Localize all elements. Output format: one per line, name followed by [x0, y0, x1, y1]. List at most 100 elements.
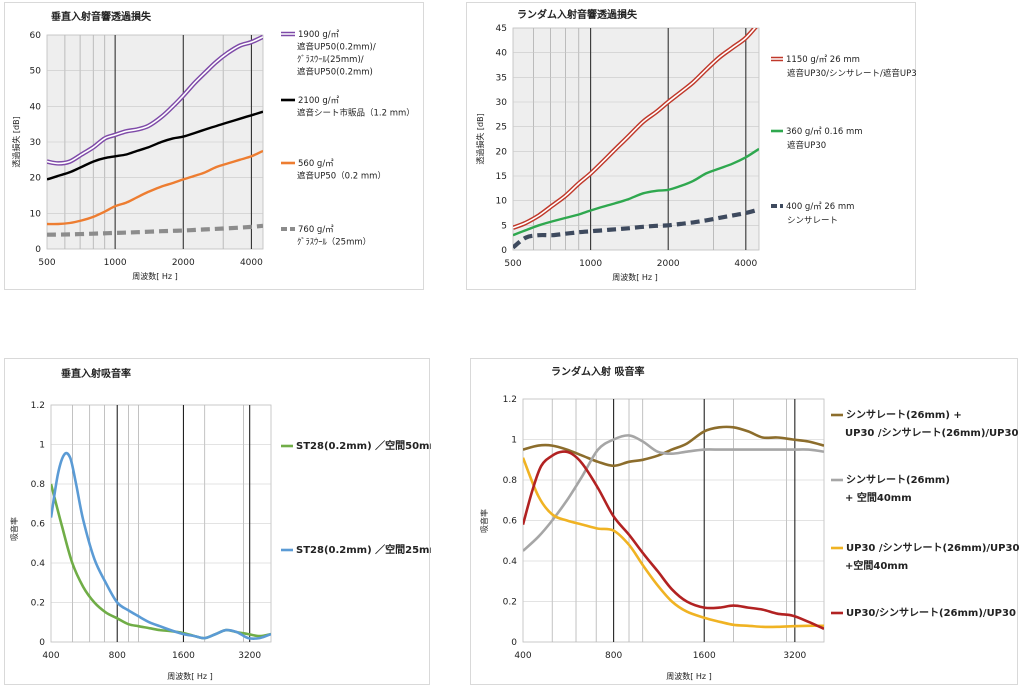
series-line-4: [523, 450, 824, 630]
series-stroke-inner: [513, 28, 756, 229]
y-axis-label: 透過損失 [dB]: [475, 113, 485, 164]
legend-label: ｸﾞﾗｽｳｰﾙ(25mm)/: [297, 55, 364, 65]
x-tick-label: 1000: [579, 259, 602, 269]
legend-label: 遮音シート市販品（1.2 mm）: [297, 108, 415, 119]
legend-label: UP30 /シンサレート(26mm)/UP30: [845, 427, 1018, 439]
legend-label: シンサレート(26mm): [846, 474, 950, 486]
legend-label: 760 g/㎡: [298, 225, 334, 235]
y-tick-label: 0: [501, 246, 507, 256]
x-tick-label: 1600: [693, 651, 716, 661]
y-tick-label: 20: [496, 147, 508, 157]
x-tick-label: 500: [38, 258, 55, 268]
series-stroke: [513, 207, 759, 250]
legend-label: シンサレート: [787, 216, 838, 226]
x-tick-label: 1000: [104, 258, 127, 268]
series-stroke: [523, 425, 824, 468]
legend-entry-3: 400 g/㎡ 26 mm シンサレート: [771, 202, 854, 226]
x-tick-label: 1600: [172, 651, 195, 661]
series-line-3: [523, 457, 824, 629]
y-tick-label: 0.8: [503, 476, 518, 486]
x-tick-label: 500: [504, 259, 521, 269]
legend-entry-2: 360 g/㎡ 0.16 mm 遮音UP30: [771, 127, 863, 151]
x-tick-label: 4000: [734, 259, 757, 269]
y-tick-label: 0.2: [503, 598, 517, 608]
series-stroke: [523, 457, 824, 629]
x-tick-label: 800: [605, 651, 622, 661]
y-tick-label: 0.6: [31, 520, 46, 530]
x-tick-label: 800: [109, 651, 126, 661]
series-stroke: [523, 434, 824, 552]
y-tick-label: 1.2: [31, 401, 45, 411]
series-line-2: [513, 147, 759, 237]
series-line-2: [523, 434, 824, 552]
legend-label: 遮音UP50(0.2mm): [297, 67, 373, 78]
y-tick-label: 0: [511, 638, 517, 648]
legend-label: ST28(0.2mm) ／空間25mm: [296, 543, 431, 556]
x-tick-label: 3200: [238, 651, 261, 661]
chart-svg-c3: 垂直入射吸音率 0 0.2 0.4 0.6 0.8 1 1.2 400 800 1600 3200 周波…: [9, 367, 431, 681]
y-tick-label: 35: [496, 73, 507, 83]
y-tick-label: 0.4: [503, 557, 518, 567]
chart-panel-c3: 垂直入射吸音率 0 0.2 0.4 0.6 0.8 1 1.2 400 800 1600 3200 周波…: [4, 358, 431, 685]
series-line-4: [47, 223, 263, 237]
legend-label: 400 g/㎡ 26 mm: [786, 202, 854, 212]
legend-label: UP30 /シンサレート(26mm)/UP30: [846, 542, 1019, 554]
x-tick-label: 2000: [172, 258, 195, 268]
legend-entry-4: UP30/シンサレート(26mm)/UP30: [831, 607, 1016, 619]
y-tick-label: 0.4: [31, 559, 46, 569]
legend-label: ｸﾞﾗｽｳｰﾙ（25mm）: [297, 237, 371, 248]
chart-panel-c2: ランダム入射音響透過損失 0 5 10 15 20 25 30 35 40 45 500 1000 200…: [466, 2, 917, 290]
legend-label: 遮音UP50（0.2 mm）: [297, 171, 386, 182]
chart-panel-c4: ランダム入射 吸音率 0 0.2 0.4 0.6 0.8 1 1.2 400 800 1600 320…: [470, 358, 1019, 685]
legend-entry-4: 760 g/㎡ ｸﾞﾗｽｳｰﾙ（25mm）: [281, 225, 371, 248]
y-tick-label: 15: [496, 172, 507, 182]
y-tick-label: 10: [496, 197, 508, 207]
y-tick-label: 60: [30, 31, 42, 41]
series-line-2: [47, 110, 263, 181]
series-line-2: [51, 451, 271, 640]
x-tick-label: 3200: [783, 651, 806, 661]
series-stroke: [51, 451, 271, 640]
y-tick-label: 5: [501, 221, 507, 231]
chart-title: 垂直入射吸音率: [61, 367, 131, 380]
y-tick-label: 0.8: [31, 480, 46, 490]
y-tick-label: 25: [496, 123, 507, 133]
legend-label: 遮音UP50(0.2mm)/: [297, 42, 376, 53]
legend-entry-1: ST28(0.2mm) ／空間50mm: [281, 439, 431, 452]
chart-title: 垂直入射音響透過損失: [51, 10, 152, 23]
series-stroke: [47, 223, 263, 237]
legend-entry-2: シンサレート(26mm) + 空間40mm: [831, 474, 950, 504]
legend-label: + 空間40mm: [845, 491, 912, 504]
y-axis-label: 吸音率: [9, 517, 19, 541]
chart-svg-c2: ランダム入射音響透過損失 0 5 10 15 20 25 30 35 40 45 500 1000 200…: [475, 8, 917, 282]
y-tick-label: 30: [496, 98, 508, 108]
x-axis-label: 周波数[ Hz ]: [167, 671, 213, 681]
legend-label: ST28(0.2mm) ／空間50mm: [296, 439, 431, 452]
legend-label: 1150 g/㎡ 26 mm: [786, 55, 860, 65]
series-stroke: [47, 149, 263, 226]
series-stroke: [513, 147, 759, 237]
x-tick-label: 2000: [657, 259, 680, 269]
plot-area: [512, 27, 760, 251]
legend-label: 1900 g/㎡: [298, 30, 340, 40]
y-tick-label: 40: [496, 49, 508, 59]
y-tick-label: 45: [496, 24, 507, 34]
chart-title: ランダム入射音響透過損失: [517, 8, 638, 21]
series-line-3: [47, 149, 263, 226]
y-tick-label: 30: [30, 138, 42, 148]
series-line-3: [513, 207, 759, 250]
legend-label: 遮音UP30: [787, 140, 826, 151]
y-tick-label: 50: [30, 67, 42, 77]
y-tick-label: 20: [30, 174, 42, 184]
legend-entry-2: ST28(0.2mm) ／空間25mm: [281, 543, 431, 556]
chart-title: ランダム入射 吸音率: [551, 365, 644, 378]
y-axis-label: 吸音率: [479, 509, 489, 533]
legend-entry-1: シンサレート(26mm) + UP30 /シンサレート(26mm)/UP30: [831, 409, 1018, 439]
y-axis-label: 透過損失 [dB]: [11, 116, 21, 167]
y-tick-label: 0.2: [31, 599, 45, 609]
y-tick-label: 0: [39, 638, 45, 648]
legend-entry-3: UP30 /シンサレート(26mm)/UP30 +空間40mm: [831, 542, 1019, 572]
y-tick-label: 10: [30, 209, 42, 219]
